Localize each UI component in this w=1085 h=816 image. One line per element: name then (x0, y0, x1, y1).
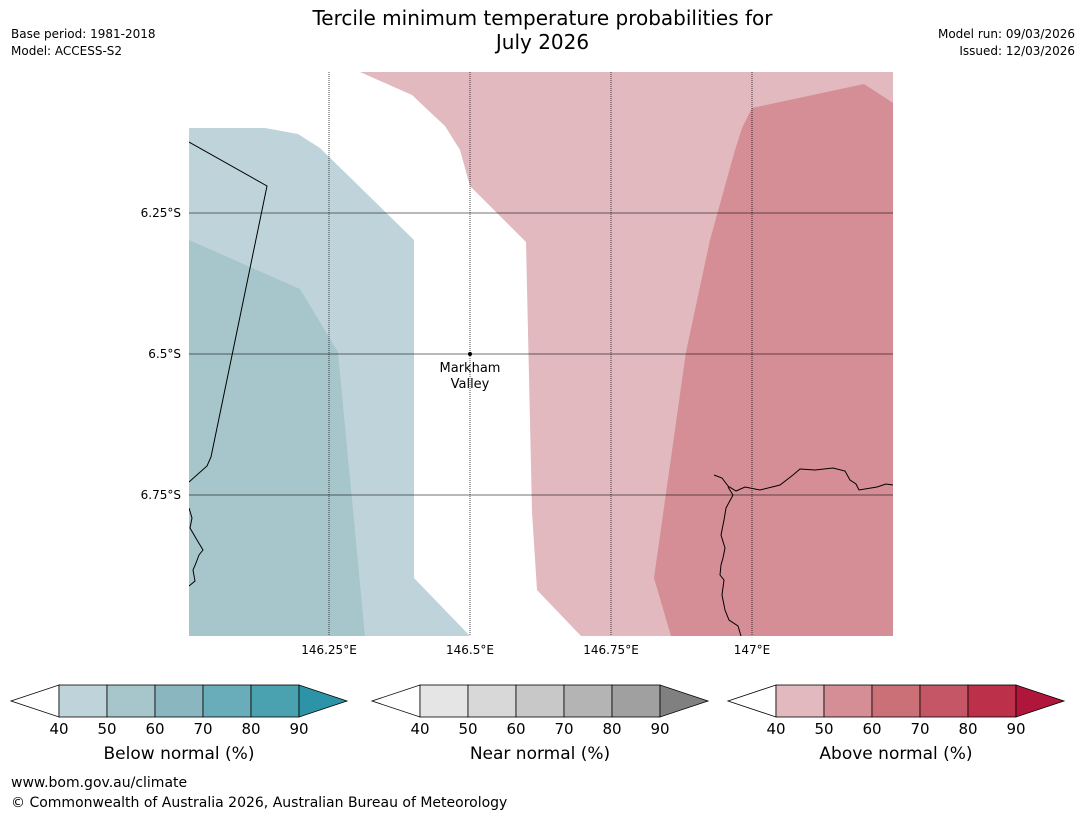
graticule (189, 72, 893, 636)
colorbar-segment (967, 684, 1017, 718)
lon-label: 146.75°E (583, 643, 639, 657)
colorbar-segment (202, 684, 252, 718)
colorbar-legends: 40 50 60 70 80 90 40 50 60 70 80 90 40 50 60 70 80 90 (9, 684, 1066, 738)
colorbar-extend-high (659, 684, 710, 718)
lon-label: 147°E (734, 643, 771, 657)
colorbar-tick-label: 60 (862, 720, 881, 738)
colorbar-extend-low (726, 684, 777, 718)
model-name: Model: ACCESS-S2 (11, 44, 123, 58)
coastline-river (719, 486, 742, 636)
colorbar-segment (515, 684, 565, 718)
colorbar-segment (58, 684, 108, 718)
place-label-line2: Valley (451, 377, 490, 392)
lon-label: 146.5°E (446, 643, 494, 657)
colorbar-segment (467, 684, 517, 718)
header-left: Base period: 1981-2018 Model: ACCESS-S2 (11, 26, 156, 60)
colorbar-segment (154, 684, 204, 718)
colorbar-segment (563, 684, 613, 718)
colorbar-tick-label: 50 (97, 720, 116, 738)
footer-url: www.bom.gov.au/climate (11, 775, 188, 791)
title-line2: July 2026 (495, 30, 590, 54)
colorbar-title-below: Below normal (%) (103, 744, 255, 764)
colorbar-tick-label: 90 (289, 720, 308, 738)
colorbar-tick-label: 40 (766, 720, 785, 738)
location-marker (468, 352, 472, 356)
base-period: Base period: 1981-2018 (11, 27, 156, 41)
colorbar-tick-label: 80 (241, 720, 260, 738)
below-normal-50-region (189, 240, 365, 636)
coastline-and-borders (189, 141, 893, 636)
coastline-east (713, 467, 893, 492)
colorbar-segment (823, 684, 873, 718)
colorbar-tick-label: 80 (958, 720, 977, 738)
colorbar-tick-label: 80 (602, 720, 621, 738)
colorbar-tick-label: 50 (814, 720, 833, 738)
colorbar: 40 50 60 70 80 90 (726, 684, 1066, 738)
border-line (189, 141, 268, 483)
coastline-west (189, 507, 204, 587)
colorbar-tick-label: 60 (506, 720, 525, 738)
issued-date: Issued: 12/03/2026 (959, 44, 1075, 58)
lat-label: 6.5°S (148, 347, 181, 361)
colorbar-tick-label: 70 (554, 720, 573, 738)
colorbar-extend-low (370, 684, 421, 718)
colorbar-tick-label: 70 (193, 720, 212, 738)
header-right: Model run: 09/03/2026 Issued: 12/03/2026 (938, 26, 1075, 60)
colorbar-segment (871, 684, 921, 718)
colorbar-segment (250, 684, 300, 718)
map-area (189, 72, 893, 636)
colorbar-title-near: Near normal (%) (469, 744, 611, 764)
place-label-line1: Markham (440, 361, 501, 376)
title-line1: Tercile minimum temperature probabilitie… (312, 6, 773, 30)
colorbar-tick-label: 40 (410, 720, 429, 738)
model-run: Model run: 09/03/2026 (937, 27, 1075, 41)
colorbar-tick-label: 70 (910, 720, 929, 738)
colorbar-tick-label: 40 (49, 720, 68, 738)
page-title: Tercile minimum temperature probabilitie… (0, 6, 1085, 54)
colorbar-tick-label: 90 (650, 720, 669, 738)
lat-label: 6.25°S (141, 206, 181, 220)
colorbar-title-above: Above normal (%) (819, 744, 973, 764)
colorbar-segment (775, 684, 825, 718)
lon-label: 146.25°E (301, 643, 357, 657)
colorbar: 40 50 60 70 80 90 (370, 684, 710, 738)
colorbar: 40 50 60 70 80 90 (9, 684, 349, 738)
colorbar-tick-label: 50 (458, 720, 477, 738)
colorbar-tick-label: 90 (1006, 720, 1025, 738)
colorbar-extend-high (298, 684, 349, 718)
colorbar-tick-label: 60 (145, 720, 164, 738)
above-normal-50-region (654, 84, 893, 636)
colorbar-extend-low (9, 684, 60, 718)
colorbar-extend-high (1015, 684, 1066, 718)
colorbar-segment (919, 684, 969, 718)
footer-copyright: © Commonwealth of Australia 2026, Austra… (11, 795, 508, 811)
colorbar-segment (106, 684, 156, 718)
lat-label: 6.75°S (141, 488, 181, 502)
colorbar-segment (419, 684, 469, 718)
colorbar-segment (611, 684, 661, 718)
